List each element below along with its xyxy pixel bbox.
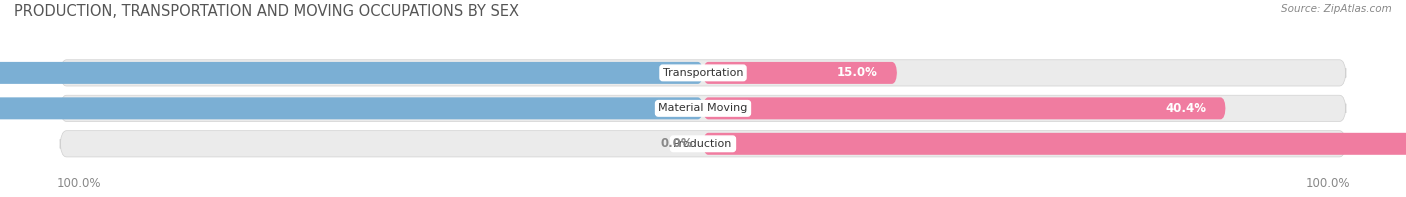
FancyBboxPatch shape [60, 131, 1346, 157]
Text: 100.0%: 100.0% [56, 177, 101, 190]
Text: 0.0%: 0.0% [659, 137, 693, 150]
Text: PRODUCTION, TRANSPORTATION AND MOVING OCCUPATIONS BY SEX: PRODUCTION, TRANSPORTATION AND MOVING OC… [14, 4, 519, 19]
FancyBboxPatch shape [0, 97, 703, 119]
FancyBboxPatch shape [60, 95, 1346, 122]
FancyBboxPatch shape [703, 133, 1406, 155]
FancyBboxPatch shape [60, 60, 1346, 86]
Text: 15.0%: 15.0% [837, 66, 877, 79]
FancyBboxPatch shape [703, 97, 1226, 119]
Text: Transportation: Transportation [662, 68, 744, 78]
Text: 40.4%: 40.4% [1166, 102, 1206, 115]
FancyBboxPatch shape [0, 62, 703, 84]
FancyBboxPatch shape [703, 62, 897, 84]
Text: Source: ZipAtlas.com: Source: ZipAtlas.com [1281, 4, 1392, 14]
Text: Material Moving: Material Moving [658, 103, 748, 113]
Text: Production: Production [673, 139, 733, 149]
Text: 100.0%: 100.0% [1305, 177, 1350, 190]
